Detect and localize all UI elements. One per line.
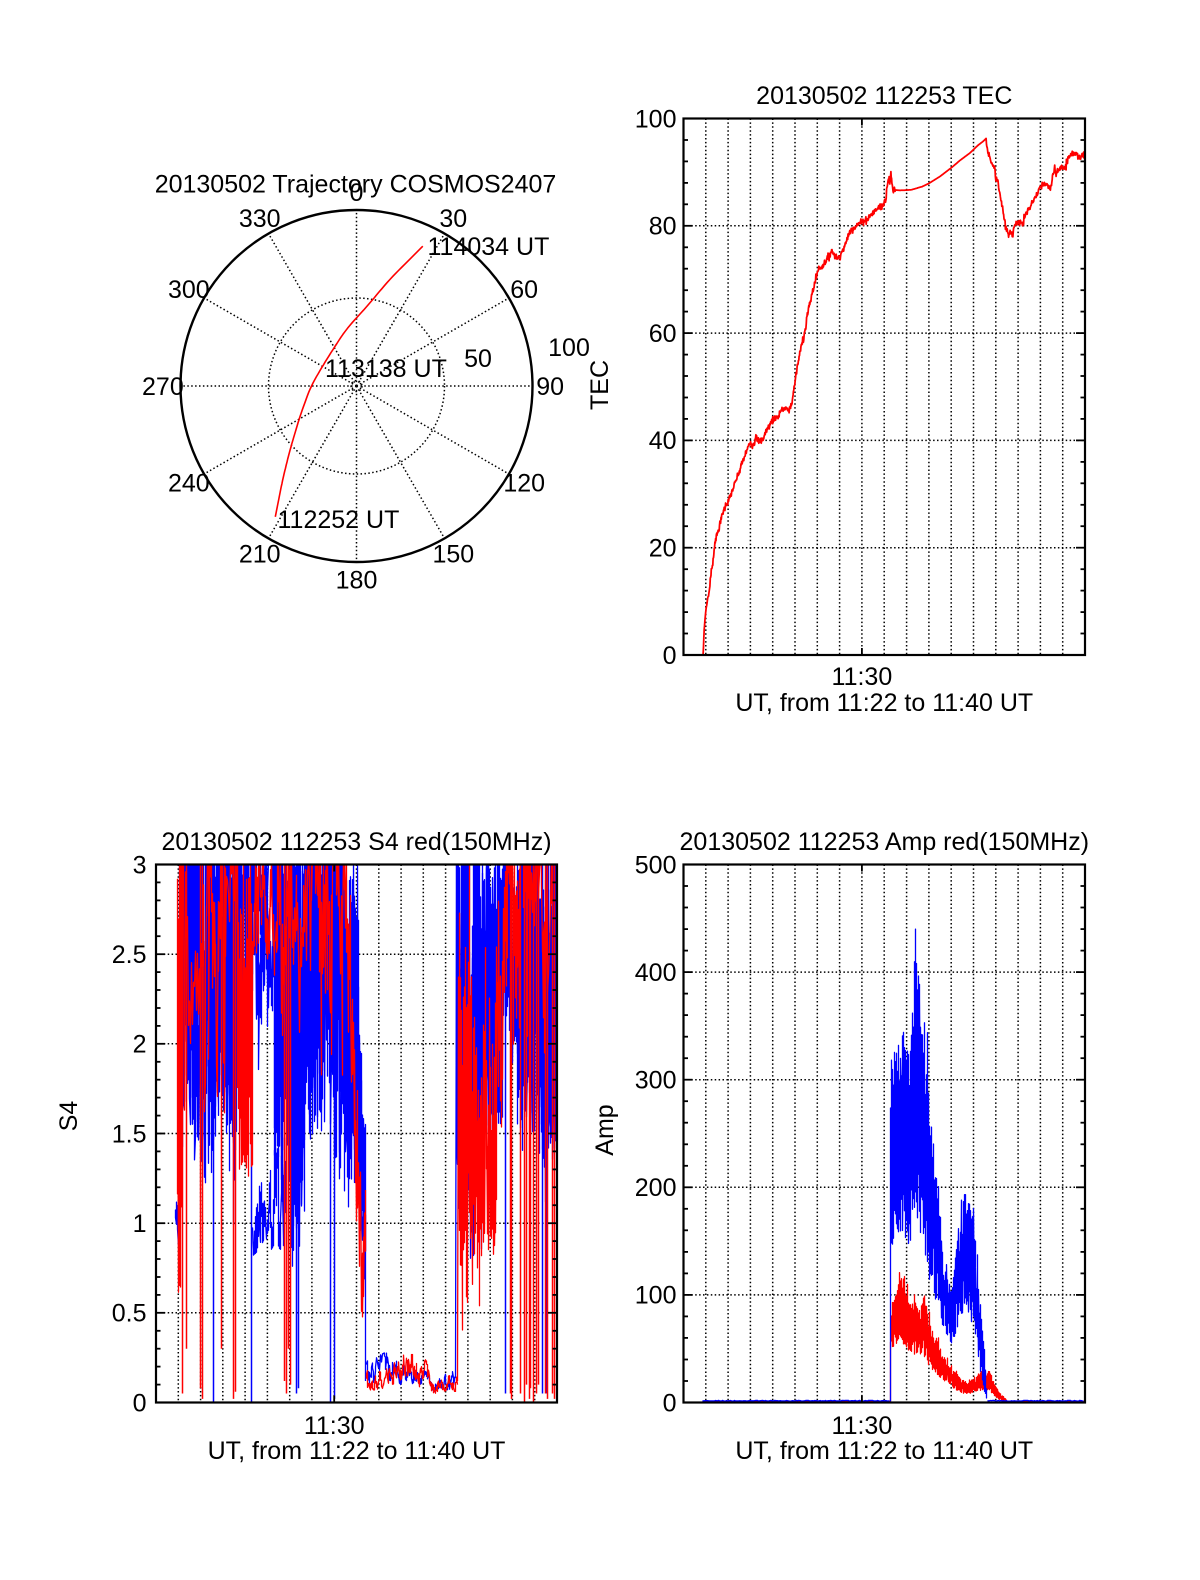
svg-text:300: 300 [168, 276, 210, 304]
svg-text:400: 400 [635, 959, 677, 987]
svg-text:3: 3 [133, 851, 147, 879]
svg-text:20: 20 [649, 535, 677, 563]
svg-text:270: 270 [142, 373, 184, 401]
svg-text:150: 150 [432, 541, 474, 569]
svg-text:80: 80 [649, 213, 677, 241]
svg-text:0: 0 [663, 1389, 677, 1417]
svg-text:40: 40 [649, 427, 677, 455]
svg-text:20130502 112253 TEC: 20130502 112253 TEC [756, 82, 1012, 110]
svg-text:UT, from 11:22 to 11:40 UT: UT, from 11:22 to 11:40 UT [735, 689, 1033, 717]
svg-text:210: 210 [239, 541, 281, 569]
svg-text:100: 100 [635, 1282, 677, 1310]
svg-text:20130502 Trajectory COSMOS2407: 20130502 Trajectory COSMOS2407 [155, 171, 557, 199]
svg-text:180: 180 [336, 566, 378, 594]
svg-text:0.5: 0.5 [112, 1300, 147, 1328]
svg-text:100: 100 [635, 105, 677, 133]
svg-text:0: 0 [133, 1389, 147, 1417]
svg-text:UT, from 11:22 to 11:40 UT: UT, from 11:22 to 11:40 UT [208, 1437, 506, 1465]
svg-text:2.5: 2.5 [112, 941, 147, 969]
svg-text:0: 0 [663, 642, 677, 670]
svg-text:90: 90 [536, 373, 564, 401]
svg-text:TEC: TEC [586, 360, 614, 410]
svg-text:20130502 112253 S4 red(150MHz): 20130502 112253 S4 red(150MHz) [161, 828, 551, 856]
svg-text:100: 100 [548, 334, 590, 362]
svg-text:Amp: Amp [591, 1104, 619, 1155]
svg-text:11:30: 11:30 [304, 1412, 365, 1440]
svg-text:60: 60 [649, 320, 677, 348]
svg-text:114034 UT: 114034 UT [428, 233, 550, 261]
svg-text:UT, from 11:22 to 11:40 UT: UT, from 11:22 to 11:40 UT [735, 1437, 1033, 1465]
svg-text:300: 300 [635, 1067, 677, 1095]
svg-text:60: 60 [510, 276, 538, 304]
svg-text:200: 200 [635, 1174, 677, 1202]
svg-text:11:30: 11:30 [832, 1412, 893, 1440]
svg-text:0: 0 [350, 179, 364, 207]
svg-text:2: 2 [133, 1031, 147, 1059]
svg-text:S4: S4 [55, 1101, 83, 1132]
svg-text:1.5: 1.5 [112, 1120, 147, 1148]
svg-text:330: 330 [239, 205, 281, 233]
svg-text:120: 120 [503, 470, 545, 498]
svg-text:50: 50 [464, 345, 492, 373]
svg-text:240: 240 [168, 470, 210, 498]
svg-text:20130502 112253 Amp red(150MHz: 20130502 112253 Amp red(150MHz) [680, 828, 1090, 856]
svg-text:113138 UT: 113138 UT [325, 355, 447, 383]
svg-text:112252 UT: 112252 UT [278, 506, 400, 534]
svg-text:11:30: 11:30 [832, 663, 893, 691]
svg-text:1: 1 [133, 1210, 147, 1238]
svg-text:500: 500 [635, 851, 677, 879]
svg-text:30: 30 [439, 205, 467, 233]
